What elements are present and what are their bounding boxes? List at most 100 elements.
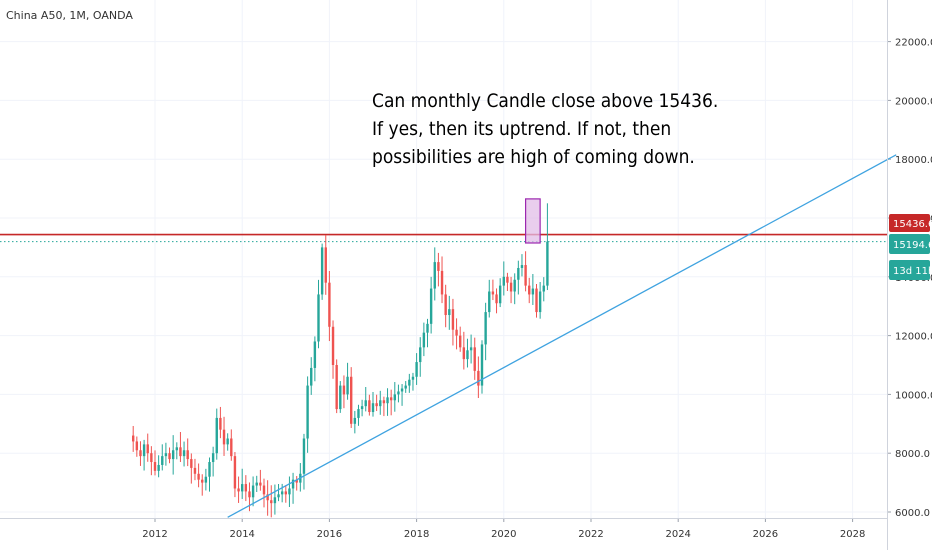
candle-body	[335, 365, 338, 410]
candle-body	[157, 464, 160, 471]
candle-body	[346, 376, 349, 395]
candle-body	[546, 241, 549, 286]
candle-body	[524, 265, 527, 286]
x-tick-label: 2020	[491, 529, 516, 540]
candle-body	[357, 409, 360, 418]
candle-body	[215, 417, 218, 454]
candle-body	[528, 285, 531, 295]
candle-body	[480, 344, 484, 386]
candle-body	[433, 262, 436, 289]
annotation-text[interactable]: Can monthly Candle close above 15436. If…	[372, 90, 718, 168]
candle-body	[459, 335, 462, 348]
candle-body	[135, 441, 139, 451]
candle-body	[342, 385, 346, 395]
resistance-price-label: 15436.6	[893, 219, 932, 230]
candle-body	[451, 309, 455, 330]
candle-body	[509, 282, 513, 292]
candle-body	[164, 453, 168, 457]
candle-body	[360, 406, 364, 410]
candle-body	[208, 462, 211, 477]
candle-body	[404, 385, 407, 389]
trendline-layer[interactable]	[227, 154, 897, 518]
countdown-label: 13d 11h	[893, 266, 932, 277]
candles	[132, 203, 549, 518]
candle-body	[186, 450, 189, 460]
annotation-line-3: possibilities are high of coming down.	[372, 146, 695, 168]
horizontal-lines[interactable]	[0, 233, 887, 243]
candle-body	[400, 388, 404, 392]
candle-body	[422, 332, 426, 348]
candle-body	[513, 279, 516, 292]
x-tick-label: 2026	[753, 529, 778, 540]
candle-body	[419, 347, 422, 363]
candle-body	[415, 362, 418, 377]
candle-body	[473, 347, 476, 371]
candle-body	[190, 459, 193, 468]
x-tick-label: 2016	[317, 529, 342, 540]
candle-body	[455, 329, 458, 336]
candle-body	[211, 453, 215, 463]
candle-body	[462, 347, 466, 360]
candle-body	[201, 479, 204, 483]
x-tick-label: 2022	[578, 529, 603, 540]
candle-body	[251, 485, 255, 498]
highlight-box-layer[interactable]	[524, 198, 541, 244]
candle-body	[233, 456, 237, 489]
candle-body	[230, 438, 233, 457]
candle-body	[179, 447, 182, 457]
candle-body	[171, 450, 175, 460]
x-tick-label: 2012	[142, 529, 167, 540]
grid	[0, 0, 887, 518]
candle-body	[175, 447, 178, 451]
candle-body	[379, 400, 382, 407]
candle-body	[491, 291, 495, 295]
candle-body	[237, 488, 240, 492]
candle-body	[375, 403, 378, 407]
candle-body	[444, 294, 447, 316]
x-axis-ticks: 2012 2014 2016 2018 2020 2022 2024 2026 2028	[142, 518, 865, 540]
candle-body	[531, 288, 535, 295]
annotation-line-2: If yes, then its uptrend. If not, then	[372, 118, 671, 140]
y-tick-label: 8000.0	[895, 449, 930, 460]
candle-body	[306, 385, 309, 439]
candle-body	[371, 403, 375, 413]
candle-body	[295, 479, 298, 483]
candle-body	[182, 450, 186, 457]
candle-body	[339, 385, 342, 410]
candle-body	[426, 323, 429, 333]
candle-body	[241, 484, 244, 492]
candle-body	[288, 488, 291, 495]
candle-body	[498, 285, 502, 304]
candle-body	[291, 479, 295, 489]
candle-body	[469, 347, 473, 351]
candle-body	[368, 400, 371, 413]
candle-body	[197, 473, 200, 480]
candle-body	[270, 500, 273, 504]
candle-body	[389, 397, 393, 401]
candle-body	[277, 494, 280, 498]
axes	[0, 0, 888, 550]
candle-body	[328, 282, 331, 327]
candle-body	[364, 400, 367, 407]
candle-body	[222, 429, 226, 445]
candle-body	[142, 444, 146, 457]
candle-body	[248, 491, 251, 498]
symbol-title[interactable]: China A50, 1M, OANDA	[6, 9, 133, 22]
candle-body	[542, 285, 545, 292]
candle-body	[204, 476, 208, 483]
candle-body	[139, 450, 142, 457]
candle-body	[331, 326, 335, 365]
y-tick-label: 18000.0	[895, 155, 932, 166]
last-price-label: 15194.6	[893, 240, 932, 251]
candle-body	[397, 391, 400, 395]
candle-body	[506, 276, 509, 283]
candle-body	[161, 456, 164, 465]
candle-body	[488, 291, 491, 313]
candle-body	[150, 453, 153, 463]
candle-body	[538, 291, 542, 313]
countdown-tag	[889, 260, 930, 280]
candle-body	[448, 309, 451, 316]
candle-body	[350, 376, 353, 424]
